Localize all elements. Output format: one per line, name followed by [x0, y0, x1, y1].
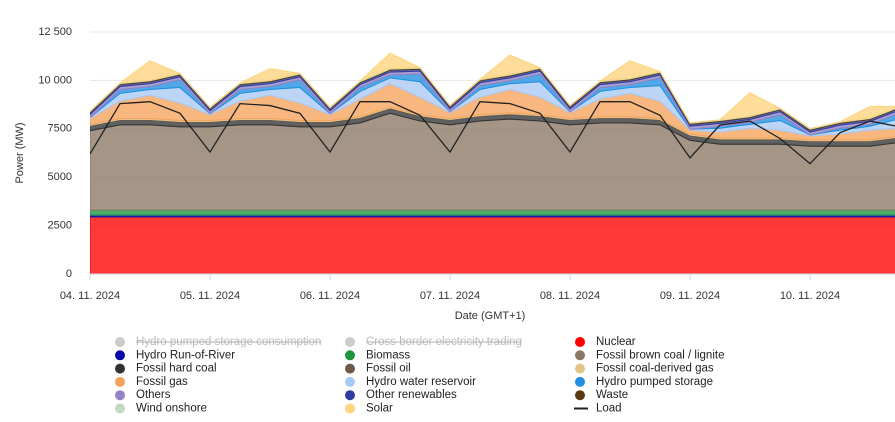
x-tick-label: 10. 11. 2024: [780, 290, 840, 302]
legend-marker: [575, 337, 585, 347]
x-tick-label: 09. 11. 2024: [660, 290, 720, 302]
area: [90, 209, 895, 216]
legend-marker: [345, 403, 355, 414]
x-tick-label: 05. 11. 2024: [180, 290, 240, 302]
y-tick-label: 7500: [48, 123, 72, 135]
legend-label[interactable]: Fossil hard coal: [136, 363, 217, 375]
legend-marker: [115, 403, 125, 414]
legend-label[interactable]: Hydro pumped storage consumption: [136, 336, 321, 348]
y-axis-title: Power (MW): [14, 122, 26, 183]
legend-marker: [115, 337, 125, 347]
legend-label[interactable]: Wind onshore: [136, 403, 207, 415]
y-tick-label: 2500: [48, 220, 72, 232]
area: [90, 216, 895, 275]
legend-label[interactable]: Fossil oil: [366, 363, 411, 375]
legend-label[interactable]: Biomass: [366, 349, 410, 361]
legend-marker: [345, 363, 355, 374]
legend-label[interactable]: Fossil gas: [136, 376, 188, 388]
legend-marker: [115, 390, 125, 401]
x-tick-label: 08. 11. 2024: [540, 290, 600, 302]
load-line: [90, 101, 895, 165]
legend-label[interactable]: Cross border electricity trading: [366, 336, 522, 348]
legend-label[interactable]: Other renewables: [366, 389, 457, 401]
y-tick-label: 10 000: [38, 74, 72, 86]
legend-marker: [575, 363, 585, 374]
y-tick-label: 12 500: [38, 26, 72, 38]
x-tick-label: 07. 11. 2024: [420, 290, 480, 302]
legend-marker: [115, 363, 125, 374]
area: [90, 52, 895, 130]
legend-marker: [345, 390, 355, 401]
x-tick-label: 04. 11. 2024: [60, 290, 120, 302]
legend-marker: [115, 376, 125, 387]
legend-marker: [575, 376, 585, 387]
legend-label[interactable]: Fossil coal-derived gas: [596, 363, 714, 375]
legend-label[interactable]: Waste: [596, 389, 628, 401]
legend-label[interactable]: Others: [136, 389, 171, 401]
legend-label[interactable]: Solar: [366, 403, 393, 415]
legend-label[interactable]: Hydro Run-of-River: [136, 349, 235, 361]
legend-label[interactable]: Hydro water reservoir: [366, 376, 476, 388]
x-axis-title: Date (GMT+1): [455, 310, 526, 322]
legend-marker: [115, 350, 125, 361]
legend-label[interactable]: Fossil brown coal / lignite: [596, 349, 724, 361]
legend-marker: [575, 350, 585, 361]
legend-label[interactable]: Hydro pumped storage: [596, 376, 713, 388]
legend-marker: [345, 350, 355, 361]
legend-marker: [345, 376, 355, 387]
y-tick-label: 0: [66, 268, 72, 280]
legend-label[interactable]: Nuclear: [596, 336, 636, 348]
legend-label[interactable]: Load: [596, 403, 622, 415]
legend-marker: [575, 390, 585, 401]
legend-marker: [345, 337, 355, 347]
x-tick-label: 06. 11. 2024: [300, 290, 360, 302]
y-tick-label: 5000: [48, 171, 72, 183]
